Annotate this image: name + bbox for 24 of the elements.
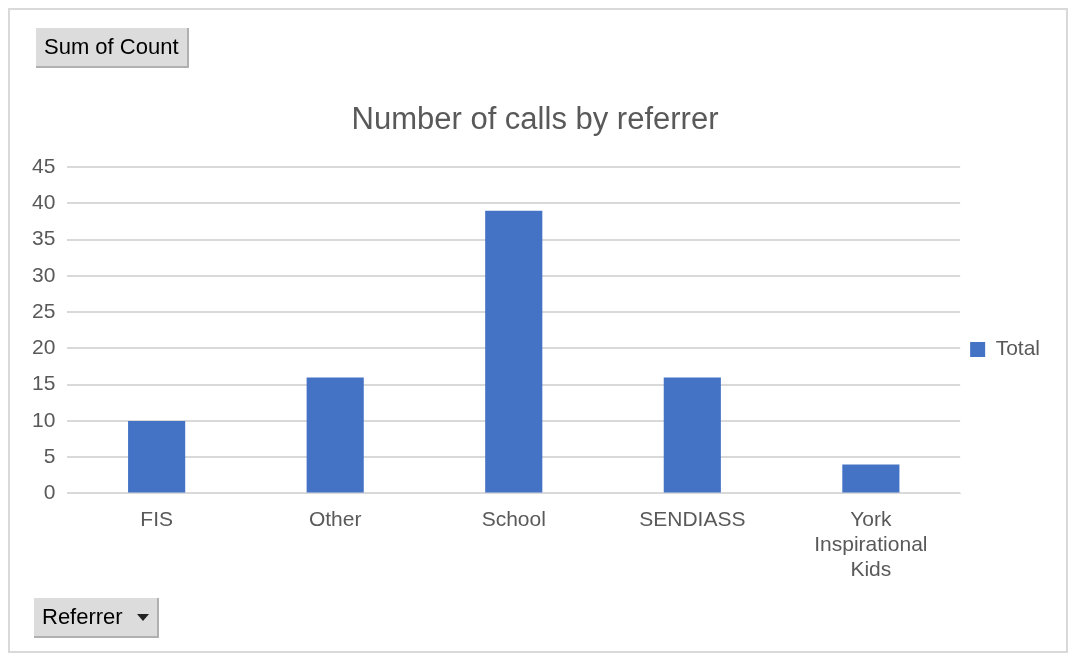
legend-label: Total [995, 336, 1040, 360]
y-tick-label: 40 [32, 190, 56, 214]
x-tick-label: FIS [140, 506, 173, 530]
bar [128, 420, 186, 493]
x-tick-label: School [481, 506, 546, 530]
y-tick-label: 20 [32, 335, 56, 359]
y-tick-label: 0 [43, 480, 56, 504]
text: Referrer [42, 604, 123, 630]
y-tick-label: 45 [32, 154, 56, 177]
bar [306, 377, 364, 493]
y-tick-label: 35 [32, 226, 56, 250]
bar [842, 464, 900, 493]
y-tick-label: 10 [32, 407, 56, 431]
x-tick-label: Other [308, 506, 362, 530]
bar [663, 377, 721, 493]
y-tick-label: 5 [43, 443, 56, 467]
x-tick-label: SENDIASS [639, 506, 746, 530]
bar [485, 210, 543, 493]
y-tick-label: 30 [32, 262, 56, 286]
y-tick-label: 25 [32, 298, 56, 322]
x-tick-label: York Inspirational Kids [814, 506, 928, 581]
chart-title: Number of calls by referrer [351, 101, 719, 137]
text: Sum of Count [36, 28, 189, 68]
y-tick-label: 15 [32, 371, 56, 395]
